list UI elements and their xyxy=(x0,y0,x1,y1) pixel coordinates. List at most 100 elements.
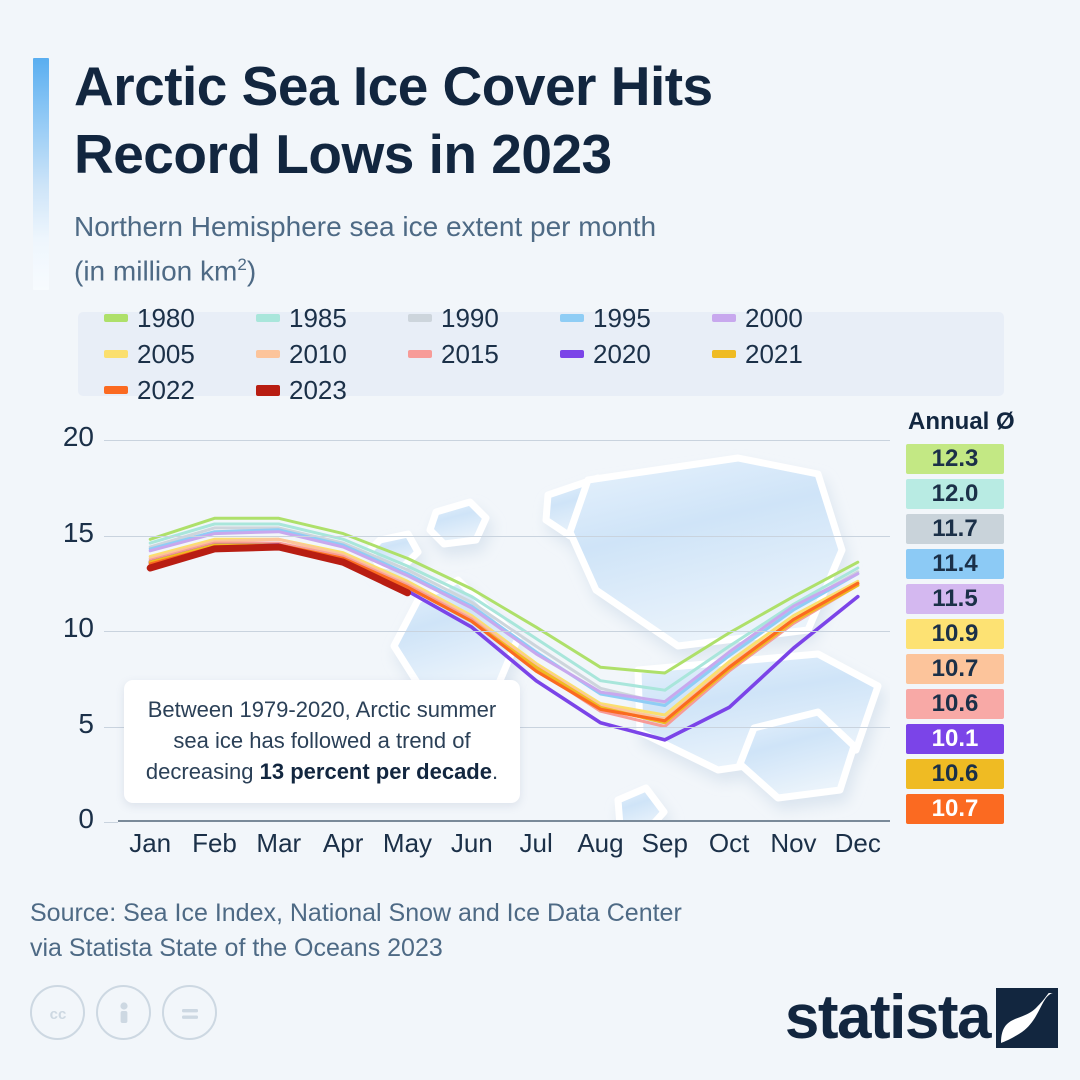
legend-item-2022[interactable]: 2022 xyxy=(104,372,256,408)
legend-item-2015[interactable]: 2015 xyxy=(408,336,560,372)
legend-item-2023[interactable]: 2023 xyxy=(256,372,408,408)
legend-swatch-1980 xyxy=(104,314,128,322)
series-line-1985 xyxy=(148,522,860,692)
legend-label-2005: 2005 xyxy=(137,338,195,369)
legend-swatch-2022 xyxy=(104,386,128,394)
x-axis-tick-label: Dec xyxy=(834,828,881,858)
y-axis-tick-label: 10 xyxy=(62,612,94,643)
legend-item-1995[interactable]: 1995 xyxy=(560,300,712,336)
footer: cc statista xyxy=(0,982,1080,1065)
gridline-10 xyxy=(118,631,890,632)
y-axis-tick-label: 15 xyxy=(62,516,94,548)
page-title-line-1: Arctic Sea Ice Cover Hits xyxy=(74,55,713,117)
y-tick-dash-0 xyxy=(104,822,118,823)
x-axis-tick-label: Jun xyxy=(450,828,493,858)
annual-average-box-2020: 10.1 xyxy=(906,724,1004,754)
annual-average-column: Annual Ø 12.3 12.0 11.7 11.4 11.5 10.9 10.7 10.… xyxy=(906,408,1066,829)
legend-item-1990[interactable]: 1990 xyxy=(408,300,560,336)
annual-average-box-1990: 11.7 xyxy=(906,514,1004,544)
legend-swatch-1985 xyxy=(256,314,280,322)
annual-average-list: 12.3 12.0 11.7 11.4 11.5 10.9 10.7 10.6 10.1 10.6… xyxy=(906,444,1066,824)
legend-label-1980: 1980 xyxy=(137,302,195,333)
annotation-text-part-1: Between 1979-2020, Arctic summer sea ice… xyxy=(145,697,497,784)
x-axis-tick-label: Apr xyxy=(322,828,364,858)
x-axis-tick-label: May xyxy=(382,828,433,858)
legend-label-2010: 2010 xyxy=(289,338,347,369)
page-title: Arctic Sea Ice Cover Hits Record Lows in… xyxy=(74,52,954,188)
page-subtitle: Northern Hemisphere sea ice extent per m… xyxy=(74,208,974,290)
x-axis-tick-label: Oct xyxy=(708,828,750,858)
legend-item-2021[interactable]: 2021 xyxy=(712,336,864,372)
chart-legend: 1980 1985 1990 1995 2000 2005 2010 2015 2020 2021… xyxy=(78,303,1004,405)
legend-item-1980[interactable]: 1980 xyxy=(104,300,256,336)
annotation-text-part-2: . xyxy=(491,759,499,784)
legend-label-2021: 2021 xyxy=(745,338,803,369)
source-line-2: via Statista State of the Oceans 2023 xyxy=(30,934,443,962)
page-subtitle-unit-suffix: ) xyxy=(246,255,257,287)
legend-swatch-2023 xyxy=(256,384,280,396)
equals-glyph xyxy=(181,1008,198,1019)
legend-item-2010[interactable]: 2010 xyxy=(256,336,408,372)
x-axis-line xyxy=(118,820,890,822)
legend-item-2000[interactable]: 2000 xyxy=(712,300,864,336)
series-line-1990 xyxy=(148,526,860,706)
legend-swatch-2010 xyxy=(256,350,280,358)
legend-label-2023: 2023 xyxy=(289,374,347,405)
attribution-person-icon[interactable] xyxy=(96,985,151,1040)
legend-label-2020: 2020 xyxy=(593,338,651,369)
page-subtitle-superscript: 2 xyxy=(237,255,247,274)
legend-label-1995: 1995 xyxy=(593,302,651,333)
y-tick-dash-20 xyxy=(104,440,118,441)
person-glyph xyxy=(119,1001,128,1023)
creative-commons-icons: cc xyxy=(30,985,217,1040)
series-line-2023 xyxy=(146,543,411,597)
y-tick-dash-5 xyxy=(104,726,118,728)
x-axis-tick-label: Sep xyxy=(641,828,688,858)
x-axis-tick-label: Jan xyxy=(129,828,172,858)
legend-label-2000: 2000 xyxy=(745,302,803,333)
annual-average-box-2005: 10.9 xyxy=(906,619,1004,649)
y-axis-tick-label: 0 xyxy=(78,803,94,834)
legend-label-2022: 2022 xyxy=(137,374,195,405)
x-axis-tick-label: Aug xyxy=(577,828,624,858)
annual-average-box-2015: 10.6 xyxy=(906,689,1004,719)
x-axis-tick-label: Jul xyxy=(519,828,553,858)
legend-swatch-2005 xyxy=(104,350,128,358)
page-subtitle-line-1: Northern Hemisphere sea ice extent per m… xyxy=(74,211,657,242)
x-axis-tick-label: Feb xyxy=(192,828,237,858)
ice-floe-decoration xyxy=(366,454,882,822)
statista-mark-icon xyxy=(996,987,1058,1048)
no-derivatives-equals-icon[interactable] xyxy=(162,985,217,1040)
legend-label-1985: 1985 xyxy=(289,302,347,333)
statista-logo: statista xyxy=(785,982,1058,1053)
legend-swatch-2020 xyxy=(560,350,584,358)
y-tick-dash-15 xyxy=(104,535,118,537)
annotation-bold-text: 13 percent per decade xyxy=(259,759,492,784)
gridline-15 xyxy=(118,535,890,537)
legend-swatch-2021 xyxy=(712,350,736,358)
chart-plot: 0 5 10 15 20 xyxy=(63,421,890,834)
annotation-callout: Between 1979-2020, Arctic summer sea ice… xyxy=(124,680,520,803)
svg-text:cc: cc xyxy=(49,1006,66,1023)
series-line-1995 xyxy=(148,528,860,707)
y-axis-tick-label: 5 xyxy=(78,707,94,739)
page-title-line-2: Record Lows in 2023 xyxy=(74,123,612,185)
annual-average-box-1995: 11.4 xyxy=(906,549,1004,579)
legend-item-2005[interactable]: 2005 xyxy=(104,336,256,372)
annual-average-box-2021: 10.6 xyxy=(906,759,1004,789)
gridline-20 xyxy=(118,440,890,441)
legend-item-2020[interactable]: 2020 xyxy=(560,336,712,372)
legend-swatch-1995 xyxy=(560,314,584,322)
title-accent-bar xyxy=(33,58,49,290)
annual-average-box-2000: 11.5 xyxy=(906,584,1004,614)
annual-average-box-1985: 12.0 xyxy=(906,479,1004,509)
x-axis-tick-label: Mar xyxy=(256,828,302,858)
creative-commons-icon[interactable]: cc xyxy=(30,985,85,1040)
x-axis-labels: Jan Feb Mar Apr May Jun Jul Aug Sep Oct Nov Dec xyxy=(118,828,890,868)
legend-item-1985[interactable]: 1985 xyxy=(256,300,408,336)
y-axis-tick-label: 20 xyxy=(62,421,94,452)
chart-area: 0 5 10 15 20 Jan Feb Mar Apr May Jun Jul Aug Sep Oct N… xyxy=(0,400,1080,870)
chart-series-lines xyxy=(146,516,860,742)
cc-glyph: cc xyxy=(49,1006,66,1023)
legend-swatch-1990 xyxy=(408,314,432,322)
